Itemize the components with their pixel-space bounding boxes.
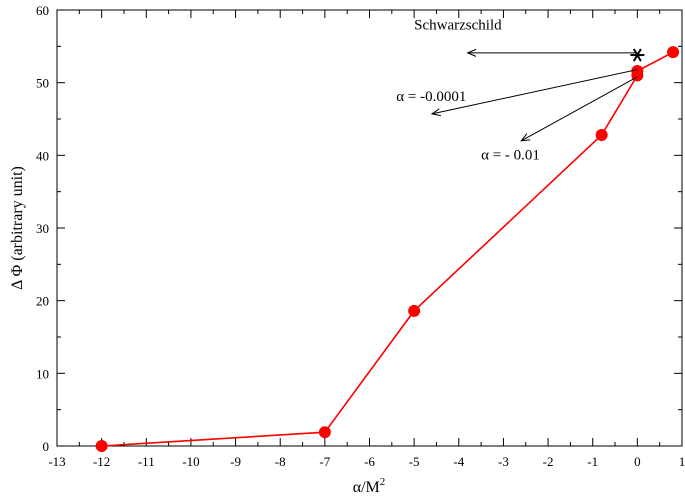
x-tick-label: -5: [409, 454, 420, 469]
annotation-arrow-line: [431, 69, 638, 115]
x-tick-label: -8: [275, 454, 286, 469]
data-point: [318, 426, 331, 439]
x-axis-title: α/M2: [353, 476, 386, 496]
series-layer: [95, 46, 680, 452]
annotation-label: Schwarzschild: [414, 18, 502, 34]
y-tick-label: 60: [36, 3, 49, 18]
y-tick-label: 30: [36, 221, 49, 236]
y-tick-label: 40: [36, 148, 49, 163]
x-tick-label: -2: [543, 454, 554, 469]
x-tick-label: -13: [48, 454, 65, 469]
data-point: [667, 46, 680, 59]
series-line: [101, 51, 674, 447]
data-point: [595, 128, 608, 141]
x-axis-ticks: -13 -12 -11 -10 -9 -8 -7 -6 -5 -4 -3 -2 -1 0 1: [48, 10, 685, 469]
x-tick-label: -11: [138, 454, 155, 469]
x-tick-label: -3: [498, 454, 509, 469]
annotation-arrow-head: [520, 133, 531, 142]
x-tick-label: 1: [679, 454, 685, 469]
y-tick-label: 10: [36, 366, 49, 381]
data-point: [631, 65, 644, 78]
x-tick-label: -7: [319, 454, 330, 469]
x-tick-label: -9: [230, 454, 241, 469]
y-axis-ticks: 0 10 20 30 40 50 60: [36, 3, 682, 454]
y-tick-label: 20: [36, 294, 49, 309]
star-stroke: [632, 48, 642, 62]
x-tick-label: -1: [587, 454, 598, 469]
x-tick-label: 0: [634, 454, 641, 469]
x-tick-label: -10: [182, 454, 199, 469]
annotation-arrow-line: [521, 76, 638, 142]
y-tick-label: 50: [36, 76, 49, 91]
annotation-label: α = - 0.01: [481, 148, 540, 164]
annotation-arrow-head: [430, 108, 441, 117]
annotation-label: α = -0.0001: [396, 89, 466, 105]
schwarzschild-star-marker: [630, 48, 645, 62]
x-tick-label: -12: [93, 454, 110, 469]
data-point: [408, 304, 421, 317]
x-tick-label: -6: [364, 454, 375, 469]
x-tick-label: -4: [453, 454, 464, 469]
data-point: [95, 440, 108, 452]
plot-frame: [56, 9, 683, 447]
x-axis-title-main: α/M: [353, 479, 380, 496]
annotation-arrow-head: [466, 48, 477, 57]
x-axis-title-superscript: 2: [380, 476, 386, 488]
annotation-layer: Schwarzschild α = -0.0001 α = - 0.01: [396, 18, 638, 164]
y-tick-label: 0: [43, 439, 50, 454]
y-axis-title: Δ Φ (arbitrary unit): [9, 166, 26, 290]
